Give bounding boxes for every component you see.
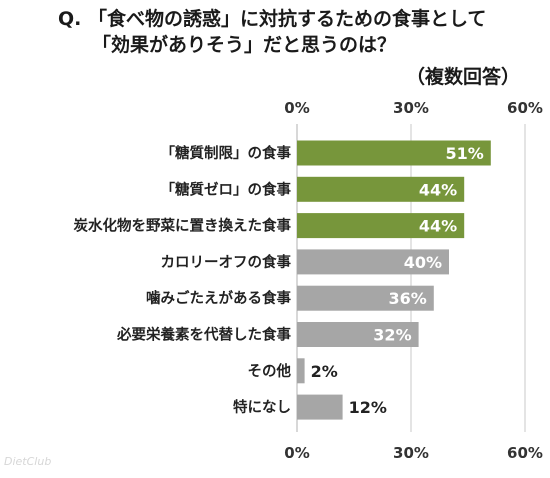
category-label: 必要栄養素を代替した食事: [116, 326, 291, 344]
x-tick-label-top: 0%: [284, 99, 309, 117]
chart-title: Q. 「食べ物の誘惑」に対抗するための食事として 「効果がありそう」だと思うのは…: [58, 6, 486, 58]
data-label: 2%: [311, 362, 338, 381]
category-label: 特になし: [233, 398, 291, 416]
x-tick-label-bottom: 30%: [393, 444, 429, 462]
bar: [297, 213, 465, 239]
data-label: 36%: [389, 289, 427, 308]
x-tick-label-top: 60%: [507, 99, 543, 117]
bar: [297, 249, 449, 275]
data-label: 44%: [419, 217, 457, 236]
data-label: 12%: [349, 398, 387, 417]
chart-title-line-1: Q. 「食べ物の誘惑」に対抗するための食事として: [58, 8, 487, 30]
watermark-logo: DietClub: [4, 455, 52, 468]
data-label: 40%: [404, 253, 442, 272]
bar: [297, 394, 343, 420]
category-label: カロリーオフの食事: [161, 253, 292, 271]
chart-subtitle: （複数回答）: [405, 66, 520, 88]
data-label: 51%: [446, 144, 484, 163]
data-label: 32%: [373, 326, 411, 345]
bar: [297, 322, 419, 347]
category-label: その他: [248, 362, 292, 380]
bar: [297, 140, 491, 166]
data-label: 44%: [419, 180, 457, 199]
chart-title-line-2: 「効果がありそう」だと思うのは？: [92, 34, 397, 56]
x-tick-label-top: 30%: [393, 99, 429, 117]
category-label: 「糖質ゼロ」の食事: [161, 180, 292, 198]
x-tick-label-bottom: 60%: [507, 444, 543, 462]
bar: [297, 358, 305, 384]
bar: [297, 285, 434, 311]
bar: [297, 176, 465, 202]
x-tick-label-bottom: 0%: [284, 444, 309, 462]
category-label: 「糖質制限」の食事: [161, 144, 292, 162]
category-label: 噛みごたえがある食事: [146, 289, 291, 307]
category-label: 炭水化物を野菜に置き換えた食事: [74, 217, 292, 235]
